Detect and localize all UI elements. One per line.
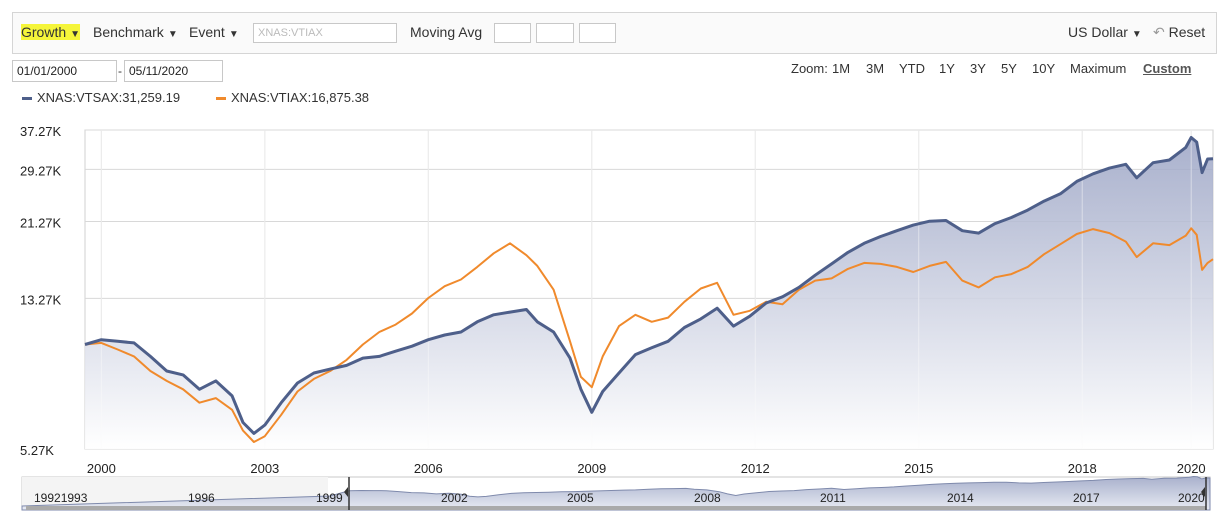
y-tick-label: 21.27K bbox=[20, 215, 62, 230]
navigator-label: 1996 bbox=[188, 491, 215, 505]
navigator-label: 2017 bbox=[1073, 491, 1100, 505]
y-tick-label: 29.27K bbox=[20, 163, 62, 178]
benchmark-label: Benchmark bbox=[93, 24, 164, 40]
x-tick-label: 2012 bbox=[741, 461, 770, 476]
navigator-handle-grip bbox=[344, 487, 348, 497]
x-tick-label: 2018 bbox=[1068, 461, 1097, 476]
navigator: 19921993 1996 1999 2002 2005 2008 2011 2014 2017… bbox=[21, 475, 1211, 511]
currency-label: US Dollar bbox=[1068, 24, 1128, 40]
chevron-down-icon: ▼ bbox=[1131, 29, 1142, 40]
navigator-label: 2011 bbox=[820, 491, 846, 505]
growth-label: Growth bbox=[21, 24, 67, 40]
zoom-maximum[interactable]: Maximum bbox=[1070, 61, 1127, 76]
moving-avg-label: Moving Avg bbox=[410, 24, 483, 40]
x-tick-label: 2006 bbox=[414, 461, 443, 476]
legend-label: XNAS:VTIAX:16,875.38 bbox=[231, 90, 370, 105]
event-label: Event bbox=[189, 24, 225, 40]
navigator-label: 2002 bbox=[441, 491, 468, 505]
navigator-area bbox=[21, 475, 1211, 511]
zoom-1y[interactable]: 1Y bbox=[939, 61, 955, 76]
moving-avg-input-3[interactable] bbox=[579, 23, 616, 43]
series-line-xnas-vtiax bbox=[84, 227, 1214, 443]
x-tick-label: 2009 bbox=[577, 461, 606, 476]
legend-item-vtsax[interactable]: XNAS:VTSAX:31,259.19 bbox=[22, 90, 180, 105]
benchmark-dropdown[interactable]: Benchmark ▼ bbox=[93, 24, 178, 40]
zoom-10y[interactable]: 10Y bbox=[1032, 61, 1056, 76]
x-tick-label: 2015 bbox=[904, 461, 933, 476]
event-dropdown[interactable]: Event ▼ bbox=[189, 24, 239, 40]
navigator-label: 2020 bbox=[1178, 491, 1205, 505]
chart-toolbar: Growth ▼ Benchmark ▼ Event ▼ XNAS:VTIAX Mov… bbox=[12, 12, 1217, 54]
series-area-xnas-vtsax bbox=[85, 137, 1213, 449]
plot-area: 37.27K 29.27K 21.27K 13.27K 5.27K 2000 2003 200… bbox=[20, 124, 1214, 476]
navigator-label: 19921993 bbox=[34, 491, 88, 505]
x-tick-label: 2020 bbox=[1177, 461, 1206, 476]
zoom-5y[interactable]: 5Y bbox=[1001, 61, 1017, 76]
currency-dropdown[interactable]: US Dollar ▼ bbox=[1068, 24, 1142, 40]
zoom-custom[interactable]: Custom bbox=[1143, 61, 1192, 76]
navigator-label: 1999 bbox=[316, 491, 343, 505]
end-date-input[interactable]: 05/11/2020 bbox=[124, 60, 223, 82]
y-tick-label: 5.27K bbox=[20, 443, 54, 458]
start-date-input[interactable]: 01/01/2000 bbox=[12, 60, 117, 82]
symbol-input[interactable]: XNAS:VTIAX bbox=[253, 23, 397, 43]
date-separator: - bbox=[118, 64, 122, 78]
legend-swatch bbox=[22, 97, 32, 101]
navigator-label: 2014 bbox=[947, 491, 974, 505]
navigator-handle-grip bbox=[1201, 487, 1205, 497]
growth-dropdown[interactable]: Growth ▼ bbox=[21, 24, 81, 40]
moving-avg-input-2[interactable] bbox=[536, 23, 574, 43]
zoom-3y[interactable]: 3Y bbox=[970, 61, 986, 76]
legend-swatch bbox=[216, 97, 226, 101]
zoom-1m[interactable]: 1M bbox=[832, 61, 851, 76]
series-line-xnas-vtsax bbox=[84, 136, 1214, 435]
navigator-label: 2008 bbox=[694, 491, 721, 505]
reset-button[interactable]: ↶ Reset bbox=[1153, 24, 1205, 41]
x-tick-label: 2000 bbox=[87, 461, 116, 476]
navigator-scrollbar bbox=[26, 506, 1206, 510]
chevron-down-icon: ▼ bbox=[228, 29, 239, 40]
zoom-ytd[interactable]: YTD bbox=[899, 61, 925, 76]
chevron-down-icon: ▼ bbox=[70, 29, 81, 40]
zoom-3m[interactable]: 3M bbox=[866, 61, 885, 76]
reset-label: Reset bbox=[1168, 24, 1206, 40]
x-tick-label: 2003 bbox=[250, 461, 279, 476]
legend-item-vtiax[interactable]: XNAS:VTIAX:16,875.38 bbox=[216, 90, 369, 105]
y-tick-label: 13.27K bbox=[20, 292, 62, 307]
reset-icon: ↶ bbox=[1153, 24, 1165, 40]
legend-label: XNAS:VTSAX:31,259.19 bbox=[37, 90, 181, 105]
zoom-label: Zoom: bbox=[791, 61, 828, 76]
navigator-label: 2005 bbox=[567, 491, 594, 505]
chevron-down-icon: ▼ bbox=[167, 29, 178, 40]
y-tick-label: 37.27K bbox=[20, 124, 62, 139]
moving-avg-input-1[interactable] bbox=[494, 23, 531, 43]
